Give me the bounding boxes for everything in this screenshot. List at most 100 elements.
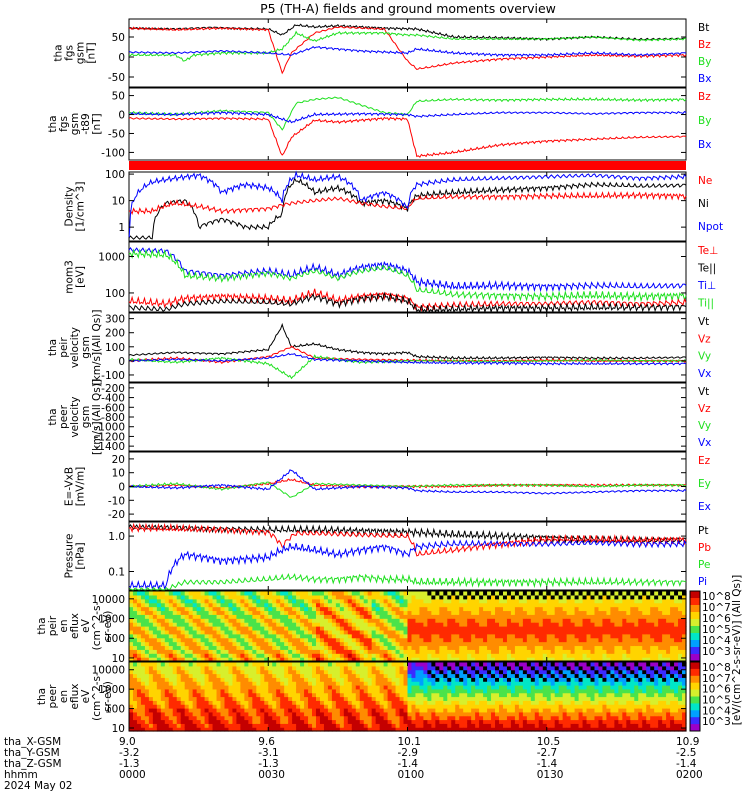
spectrogram-cell [682,622,687,627]
spectrogram-cell [467,692,472,698]
ylabel-text: gsm [80,336,92,358]
spectrogram-cell [347,719,353,724]
spectrogram-cell [590,700,596,705]
spectrogram-cell [550,727,556,732]
spectrogram-cell [542,637,548,643]
spectrogram-cell [383,618,389,623]
spectrogram-cell [144,626,150,631]
spectrogram-cell [467,657,472,662]
spectrogram-cell [534,723,540,728]
spectrogram-cell [152,629,158,635]
spectrogram-cell [204,626,210,631]
spectrogram-cell [284,708,289,713]
spectrogram-cell [487,614,492,619]
spectrogram-cell [499,594,504,600]
spectrogram-cell [399,606,405,612]
spectrogram-cell [471,708,476,713]
spectrogram-cell [451,618,456,623]
spectrogram-cell [439,626,444,631]
spectrogram-cell [419,633,425,639]
series-line-fgs_gsm-Bx [128,110,687,124]
spectrogram-cell [423,633,428,639]
spectrogram-cell [666,622,671,627]
spectrogram-cell [168,657,174,662]
spectrogram-cell [443,629,448,635]
spectrogram-cell [367,715,373,721]
spectrogram-cell [292,708,297,713]
spectrogram-cell [232,727,238,732]
spectrogram-cell [280,645,285,650]
spectrogram-cell [192,685,198,690]
spectrogram-cell [292,629,297,635]
spectrogram-cell [514,610,520,615]
spectrogram-cell [192,681,198,686]
spectrogram-cell [148,606,154,612]
spectrogram-cell [522,591,528,596]
spectrogram-cell [280,610,285,615]
spectrogram-cell [188,711,194,717]
spectrogram-cell [355,641,361,647]
spectrogram-cell [610,602,615,608]
spectrogram-cell [240,723,245,728]
spectrogram-cell [204,700,210,705]
spectrogram-cell [176,626,182,631]
spectrogram-cell [152,622,158,627]
spectrogram-cell [129,610,134,615]
spectrogram-cell [495,711,500,717]
spectrogram-cell [284,594,289,600]
spectrogram-cell [300,645,305,650]
spectrogram-cell [451,685,456,690]
spectrogram-cell [232,677,238,682]
spectrogram-cell [300,662,305,667]
spectrogram-cell [264,669,269,675]
spectrogram-cell [491,649,496,654]
spectrogram-cell [451,633,456,639]
spectrogram-cell [224,637,230,643]
ylabel-text: [eV] [75,266,87,288]
spectrogram-cell [256,606,261,612]
spectrogram-cell [546,673,552,678]
spectrogram-cell [626,641,631,647]
spectrogram-cell [475,662,480,667]
spectrogram-cell [300,708,305,713]
spectrogram-cell [152,681,158,686]
spectrogram-cell [487,594,492,600]
spectrogram-cell [502,622,508,627]
spectrogram-cell [443,715,448,721]
spectrogram-cell [491,618,496,623]
spectrogram-cell [339,602,345,608]
spectrogram-cell [204,606,210,612]
spectrogram-cell [248,704,253,709]
spectrogram-cell [335,665,341,671]
spectrogram-cell [244,669,249,675]
spectrogram-cell [467,641,472,647]
spectrogram-cell [586,594,592,600]
spectrogram-cell [172,719,178,724]
ylabel-text: peir [47,615,59,636]
spectrogram-cell [578,622,584,627]
spectrogram-cell [674,594,679,600]
spectrogram-cell [431,700,436,705]
spectrogram-cell [216,673,222,678]
spectrogram-cell [614,653,619,658]
spectrogram-cell [443,708,448,713]
spectrogram-cell [176,727,182,732]
spectrogram-cell [646,657,651,662]
spectrogram-cell [276,688,281,694]
spectrogram-cell [578,665,584,671]
spectrogram-cell [487,591,492,596]
spectrogram-cell [518,715,524,721]
spectrogram-cell [371,715,377,721]
spectrogram-cell [256,637,261,643]
spectrogram-cell [662,641,667,647]
spectrogram-cell [379,727,385,732]
spectrogram-cell [188,681,194,686]
spectrogram-cell [471,677,476,682]
spectrogram-cell [335,662,341,667]
spectrogram-cell [526,629,532,635]
spectrogram-cell [315,618,321,623]
spectrogram-cell [168,727,174,732]
spectrogram-cell [502,662,508,667]
spectrogram-cell [323,591,329,596]
spectrogram-cell [379,708,385,713]
